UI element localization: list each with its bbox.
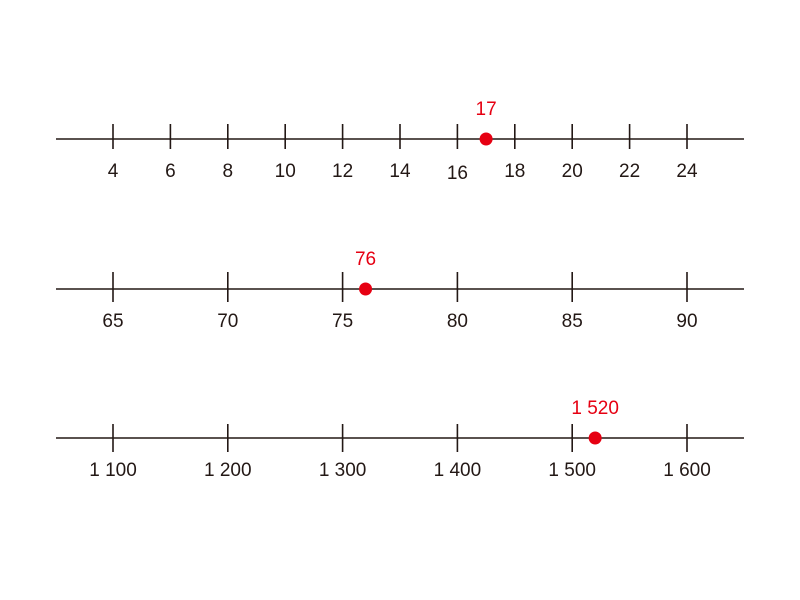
- tick-label: 1 100: [89, 460, 137, 481]
- tick-label: 22: [619, 161, 640, 182]
- tick-label: 1 400: [434, 460, 482, 481]
- tick-label: 70: [217, 311, 238, 332]
- marker-label: 17: [476, 99, 497, 120]
- marker-label: 76: [355, 249, 376, 270]
- tick-label: 4: [108, 161, 119, 182]
- tick-label: 12: [332, 161, 353, 182]
- tick-label: 1 500: [548, 460, 596, 481]
- tick-label: 75: [332, 311, 353, 332]
- tick-label: 20: [562, 161, 583, 182]
- marker-dot: [359, 282, 373, 296]
- tick-label: 90: [676, 311, 697, 332]
- tick-label: 1 200: [204, 460, 252, 481]
- tick-label: 18: [504, 161, 525, 182]
- tick-label: 8: [223, 161, 234, 182]
- tick-label: 10: [275, 161, 296, 182]
- marker-dot: [588, 431, 602, 445]
- tick-label: 80: [447, 311, 468, 332]
- number-line-3: 1 100 1 200 1 300 1 400 1 500 1 600 1 520: [56, 398, 744, 481]
- tick-label: 14: [389, 161, 411, 182]
- tick-label: 6: [165, 161, 176, 182]
- tick-label: 16: [447, 163, 468, 184]
- tick-label: 65: [102, 311, 123, 332]
- tick-label: 1 600: [663, 460, 711, 481]
- number-line-2: 65 70 75 80 85 90 76: [56, 249, 744, 332]
- marker-label: 1 520: [571, 398, 619, 419]
- tick-label: 1 300: [319, 460, 367, 481]
- tick-label: 85: [562, 311, 583, 332]
- number-line-1: 4 6 8 10 12 14 16 18 20 22 24 17: [56, 99, 744, 184]
- marker-dot: [479, 132, 493, 146]
- tick-label: 24: [676, 161, 698, 182]
